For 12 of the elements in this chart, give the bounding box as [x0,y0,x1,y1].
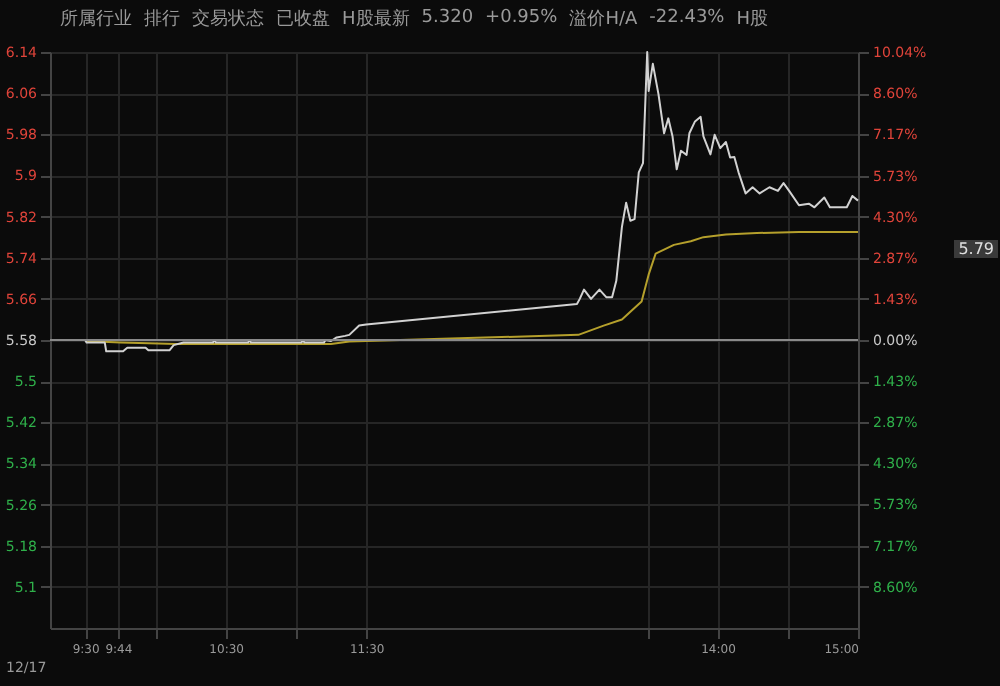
text: 已收盘 [276,7,330,31]
line-series [84,231,859,346]
text: 交易状态 [192,7,264,31]
text: 排行 [144,7,180,31]
text: 所属行业 [60,7,132,31]
text: 溢价H/A [569,7,638,31]
text: H股最新 [342,7,410,31]
text: +0.95% [485,8,558,28]
text: -22.43% [649,8,725,28]
text: 5.320 [421,8,474,28]
text: H股 [736,7,769,31]
text: 5.79 [954,240,998,258]
